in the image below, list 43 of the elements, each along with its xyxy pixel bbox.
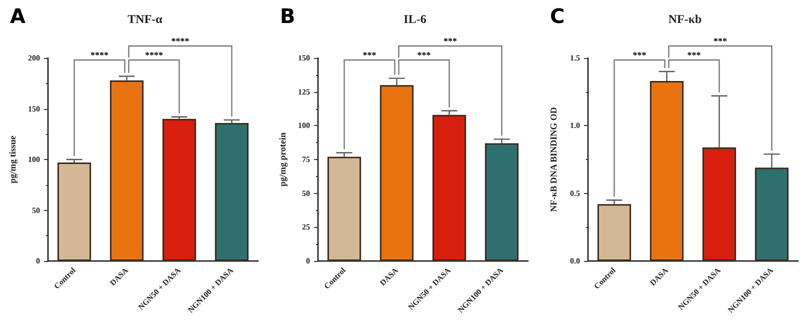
annotation: *** <box>687 50 702 60</box>
y-axis-title: NF-κB DNA BINDING OD <box>548 106 558 212</box>
chart-title: IL-6 <box>404 12 426 26</box>
y-tick-label: 0.0 <box>570 256 580 266</box>
bar <box>57 162 92 261</box>
y-tick-label: 150 <box>28 104 40 114</box>
chart-title: NF-κb <box>668 12 702 26</box>
y-tick-label: 1.0 <box>570 121 580 130</box>
bar <box>110 80 144 261</box>
y-tick-label: 0.5 <box>570 188 580 198</box>
chart-title: TNF-α <box>128 12 163 26</box>
y-axis-title: pg/mg tissue <box>8 136 18 184</box>
text: **** <box>171 36 190 46</box>
annotation: *** <box>417 50 432 60</box>
bar <box>214 122 249 261</box>
y-tick-label: 1.5 <box>570 54 580 62</box>
text: C <box>550 4 565 28</box>
text: *** <box>714 36 728 46</box>
y-tick-label: 0 <box>306 256 310 266</box>
annotation: **** <box>90 50 109 60</box>
y-tick-label: 100 <box>298 121 310 130</box>
y-tick-label: 75 <box>302 155 310 164</box>
annotation: **** <box>145 50 164 60</box>
y-axis-title: pg/mg protein <box>278 132 288 187</box>
bar <box>484 143 519 261</box>
text: *** <box>444 36 458 46</box>
y-tick-label: 100 <box>28 155 40 164</box>
y-tick-label: 50 <box>302 188 310 198</box>
y-tick-label: 0 <box>36 256 40 266</box>
y-tick-label: 125 <box>298 87 310 96</box>
y-tick-label: 200 <box>28 54 40 62</box>
y-tick-label: 150 <box>298 54 310 62</box>
bar <box>327 156 362 261</box>
bar <box>754 168 789 261</box>
bar <box>380 85 414 261</box>
text: A <box>10 4 26 28</box>
y-tick-label: 25 <box>302 222 310 232</box>
text: B <box>280 4 296 28</box>
annotation: *** <box>362 50 377 60</box>
bar <box>597 204 632 261</box>
y-tick-label: 50 <box>32 206 40 215</box>
bar <box>162 118 196 261</box>
annotation: *** <box>632 50 647 60</box>
